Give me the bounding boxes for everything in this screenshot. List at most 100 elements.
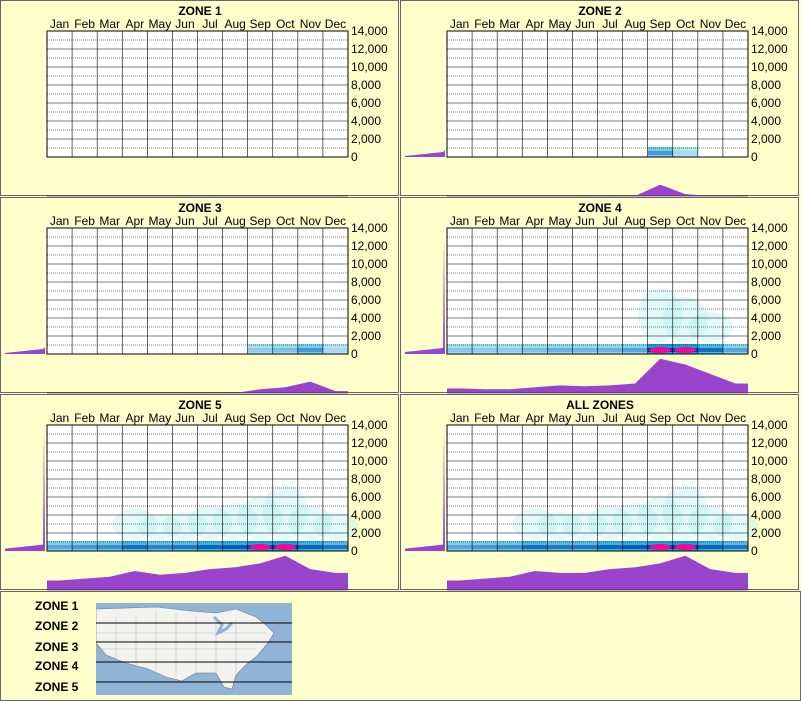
month-label: Sep <box>250 214 272 228</box>
density-cloud <box>687 312 733 342</box>
y-tick-label: 14,000 <box>351 221 388 235</box>
density-band <box>322 344 348 354</box>
density-band <box>297 344 323 354</box>
density-band <box>547 344 573 354</box>
zone-legend: ZONE 1 ZONE 2 ZONE 3 ZONE 4 ZONE 5 <box>0 591 801 701</box>
density-cloud <box>537 512 583 539</box>
elevation-profile <box>405 427 445 551</box>
month-label: Aug <box>624 214 645 228</box>
density-core <box>222 545 248 549</box>
density-core <box>572 545 598 549</box>
legend-zone-3: ZONE 3 <box>35 640 79 654</box>
y-tick-label: 14,000 <box>751 418 788 432</box>
month-label: Nov <box>300 214 321 228</box>
density-cloud <box>637 288 683 342</box>
month-label: May <box>549 17 572 31</box>
seasonal-profile <box>447 184 748 196</box>
legend-zone-1: ZONE 1 <box>35 599 79 613</box>
legend-zone-5: ZONE 5 <box>35 680 79 694</box>
density-band <box>597 344 623 354</box>
month-label: May <box>149 411 172 425</box>
month-label: Oct <box>276 17 295 31</box>
density-core <box>297 348 323 352</box>
chart-svg: ZONE 1 Jan Feb Mar Apr May Jun Jul Aug Sep Oct Nov D… <box>46 4 388 197</box>
month-label: Jul <box>202 17 217 31</box>
chart-svg: ZONE 4 Jan Feb Mar Apr May Jun Jul Aug Sep Oct Nov D… <box>405 201 788 394</box>
density-peak <box>648 544 672 550</box>
density-band <box>472 344 498 354</box>
plot-border <box>446 227 749 355</box>
chart-svg: ZONE 5 Jan Feb Mar Apr May Jun Jul Aug Sep Oct Nov D… <box>5 398 388 591</box>
chart-title: ALL ZONES <box>566 398 634 412</box>
density-cloud <box>187 506 233 539</box>
y-tick-label: 6,000 <box>751 293 781 307</box>
density-cloud <box>287 506 333 539</box>
y-tick-label: 12,000 <box>751 436 788 450</box>
density-band <box>522 344 548 354</box>
y-tick-label: 12,000 <box>351 42 388 56</box>
seasonal-profile <box>447 555 748 590</box>
density-band <box>247 344 273 354</box>
density-band <box>672 147 698 157</box>
chart-title: ZONE 4 <box>578 201 622 215</box>
density-band <box>272 344 298 354</box>
y-tick-label: 2,000 <box>751 329 781 343</box>
month-label: Jan <box>450 214 469 228</box>
y-tick-label: 6,000 <box>751 96 781 110</box>
us-map-image <box>96 603 292 695</box>
density-core <box>697 348 723 352</box>
map-great-lakes <box>212 615 234 637</box>
density-core <box>72 545 98 549</box>
density-core <box>172 545 198 549</box>
zone-panel: ALL ZONES Jan Feb Mar Apr May Jun Jul Aug Sep Oct N… <box>400 394 799 591</box>
density-core <box>597 545 623 549</box>
density-core <box>322 348 348 352</box>
y-tick-label: 8,000 <box>751 275 781 289</box>
density-band <box>622 344 648 354</box>
density-cloud <box>712 512 759 539</box>
month-label: Jan <box>50 17 69 31</box>
chart-title: ZONE 5 <box>178 398 222 412</box>
y-tick-label: 10,000 <box>351 257 388 271</box>
density-core <box>622 348 648 352</box>
chart-svg: ALL ZONES Jan Feb Mar Apr May Jun Jul Aug Sep Oct N… <box>405 398 788 591</box>
y-tick-label: 8,000 <box>351 78 381 92</box>
elevation-profile <box>405 150 445 157</box>
density-core <box>572 348 598 352</box>
density-cloud <box>662 485 708 539</box>
month-label: Jan <box>50 411 69 425</box>
y-tick-label: 2,000 <box>351 132 381 146</box>
chart-title: ZONE 1 <box>178 4 222 18</box>
density-peak <box>674 347 697 353</box>
seasonal-profile <box>47 381 348 393</box>
y-tick-label: 10,000 <box>351 454 388 468</box>
density-band <box>147 541 173 551</box>
y-tick-label: 4,000 <box>351 311 381 325</box>
month-label: Oct <box>276 214 295 228</box>
y-tick-label: 10,000 <box>351 60 388 74</box>
month-label: Sep <box>250 17 272 31</box>
density-core <box>647 151 673 155</box>
month-label: Aug <box>624 17 645 31</box>
density-cloud <box>312 512 359 539</box>
month-label: Oct <box>676 17 695 31</box>
month-label: Nov <box>700 17 721 31</box>
density-band <box>97 541 123 551</box>
chart-title: ZONE 3 <box>178 201 222 215</box>
y-tick-label: 2,000 <box>751 132 781 146</box>
density-core <box>97 545 123 549</box>
density-band <box>72 541 98 551</box>
y-tick-label: 6,000 <box>351 293 381 307</box>
density-cloud <box>562 512 608 539</box>
density-cloud <box>512 509 558 539</box>
month-label: Dec <box>325 214 346 228</box>
density-core <box>672 151 698 155</box>
month-label: Apr <box>125 411 144 425</box>
chart-svg: ZONE 2 Jan Feb Mar Apr May Jun Jul Aug Sep Oct Nov D… <box>405 4 788 197</box>
month-label: Mar <box>499 411 520 425</box>
y-tick-label: 2,000 <box>751 526 781 540</box>
month-label: May <box>149 214 172 228</box>
density-core <box>122 545 148 549</box>
month-label: Feb <box>74 214 95 228</box>
density-band <box>572 344 598 354</box>
